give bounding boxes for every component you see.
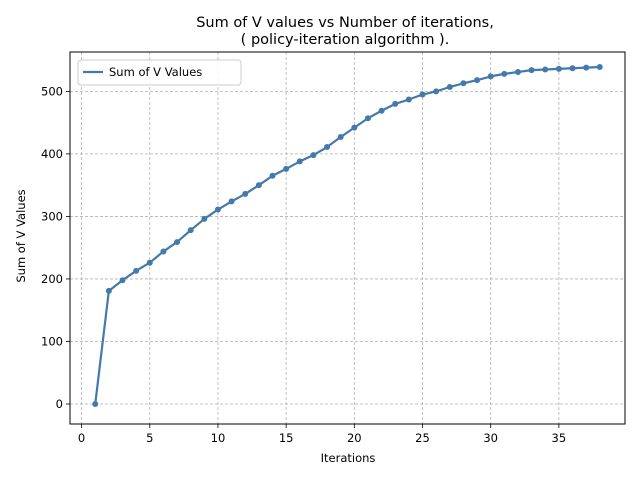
data-point bbox=[433, 88, 440, 95]
data-point bbox=[460, 80, 467, 87]
y-tick-label: 400 bbox=[41, 147, 63, 161]
y-axis-ticks: 0 100 200 300 400 500 bbox=[41, 84, 70, 411]
grid-lines bbox=[70, 52, 625, 424]
data-point bbox=[555, 65, 562, 72]
x-tick-label: 20 bbox=[347, 431, 362, 445]
data-point bbox=[296, 158, 303, 165]
y-tick-label: 300 bbox=[41, 209, 63, 223]
data-point bbox=[501, 70, 508, 77]
y-axis-label: Sum of V Values bbox=[14, 189, 28, 282]
data-point bbox=[228, 198, 235, 205]
x-axis-label: Iterations bbox=[321, 451, 376, 465]
data-point bbox=[487, 73, 494, 80]
y-tick-label: 200 bbox=[41, 272, 63, 286]
data-point bbox=[569, 65, 576, 72]
y-tick-label: 0 bbox=[56, 397, 63, 411]
data-point bbox=[160, 248, 167, 255]
x-tick-label: 35 bbox=[552, 431, 567, 445]
data-point bbox=[201, 215, 208, 222]
data-point bbox=[242, 190, 249, 197]
data-point bbox=[337, 134, 344, 141]
legend: Sum of V Values bbox=[77, 59, 242, 86]
data-point bbox=[310, 152, 317, 159]
plot-series bbox=[92, 64, 603, 407]
data-point bbox=[392, 100, 399, 107]
plot-frame bbox=[69, 51, 626, 425]
legend-box bbox=[77, 59, 242, 86]
chart-title-line-2: ( policy-iteration algorithm ). bbox=[241, 32, 450, 48]
chart-title-line-1: Sum of V values vs Number of iterations, bbox=[196, 15, 494, 31]
data-point bbox=[583, 64, 590, 71]
data-point bbox=[283, 165, 290, 172]
data-point bbox=[92, 400, 99, 407]
legend-label: Sum of V Values bbox=[109, 65, 202, 79]
data-point bbox=[133, 267, 140, 274]
data-point bbox=[146, 259, 153, 266]
data-point bbox=[214, 206, 221, 213]
data-point bbox=[351, 124, 358, 131]
x-tick-label: 10 bbox=[211, 431, 226, 445]
x-axis-ticks: 0 5 10 15 20 25 30 35 bbox=[78, 424, 566, 445]
y-tick-label: 500 bbox=[41, 84, 63, 98]
data-point bbox=[446, 84, 453, 91]
data-point bbox=[105, 287, 112, 294]
data-point bbox=[514, 69, 521, 76]
data-point bbox=[474, 77, 481, 84]
data-point bbox=[419, 91, 426, 98]
data-point bbox=[542, 66, 549, 73]
x-tick-label: 0 bbox=[78, 431, 85, 445]
x-tick-label: 5 bbox=[146, 431, 153, 445]
data-point bbox=[269, 172, 276, 179]
data-point bbox=[528, 67, 535, 74]
data-point bbox=[378, 107, 385, 114]
data-point bbox=[596, 64, 603, 71]
data-point bbox=[364, 115, 371, 122]
data-point bbox=[324, 144, 331, 151]
data-point bbox=[405, 96, 412, 103]
data-point bbox=[187, 227, 194, 234]
x-tick-label: 25 bbox=[415, 431, 430, 445]
data-point bbox=[174, 239, 181, 246]
x-tick-label: 15 bbox=[279, 431, 294, 445]
x-tick-label: 30 bbox=[483, 431, 498, 445]
data-point bbox=[255, 182, 262, 189]
data-point bbox=[119, 277, 126, 284]
y-tick-label: 100 bbox=[41, 334, 63, 348]
series-line bbox=[94, 65, 600, 405]
